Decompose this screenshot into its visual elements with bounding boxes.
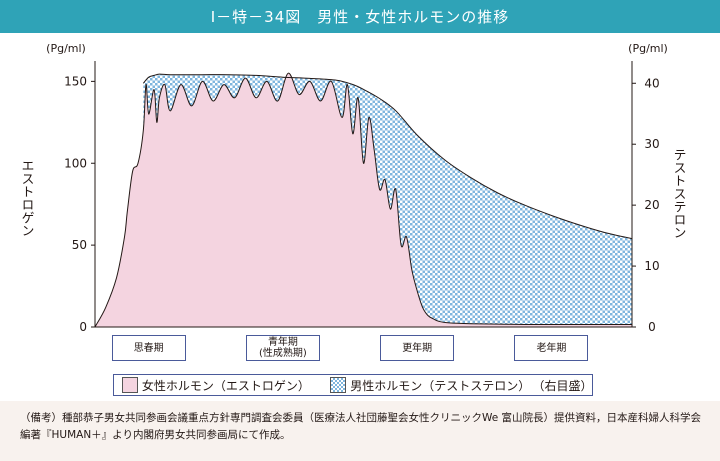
left-tick-label: 0: [79, 320, 87, 334]
chart-area: 0 50 100 150 0 10 20 30 40 (Pg/ml) (Pg/ml) エストロゲン テス…: [0, 33, 720, 401]
right-tick-label: 20: [644, 198, 659, 212]
left-tick-label: 50: [72, 238, 87, 252]
left-tick-label: 150: [64, 74, 87, 88]
legend: 女性ホルモン（エストロゲン） 男性ホルモン（テストステロン） （右目盛）: [113, 374, 593, 396]
life-stage-label: 思春期: [111, 335, 186, 361]
estrogen-line: [94, 72, 632, 328]
right-tick-label: 10: [644, 259, 659, 273]
source-note: （備考）種部恭子男女共同参画会議重点方針専門調査会委員（医療法人社団藤聖会女性ク…: [20, 412, 702, 441]
right-tick-label: 30: [644, 137, 659, 151]
left-unit-label: (Pg/ml): [46, 42, 86, 55]
right-tick-label: 40: [644, 76, 659, 90]
life-stage-label: 更年期: [380, 335, 455, 361]
right-unit-label: (Pg/ml): [628, 42, 668, 55]
left-axis-title: エストロゲン: [19, 159, 35, 237]
hormone-chart: 0 50 100 150 0 10 20 30 40 (Pg/ml) (Pg/ml) エストロゲン テス…: [19, 42, 686, 334]
chart-title: Ⅰ－特－34図 男性・女性ホルモンの推移: [0, 0, 720, 33]
life-stage-label: 青年期 (性成熟期): [245, 335, 320, 361]
left-tick-label: 100: [64, 156, 87, 170]
legend-right-axis-note: （右目盛）: [532, 378, 593, 393]
life-stage-label: 老年期: [514, 335, 589, 361]
legend-label-testosterone: 男性ホルモン（テストステロン）: [350, 378, 531, 393]
estrogen-area: [95, 73, 632, 328]
legend-swatch-testosterone: [330, 377, 347, 393]
testosterone-line: [142, 73, 633, 240]
legend-swatch-estrogen: [122, 377, 138, 393]
right-tick-label: 0: [648, 320, 656, 334]
right-axis-title: テストステロン: [671, 148, 686, 239]
legend-label-estrogen: 女性ホルモン（エストロゲン）: [141, 378, 310, 393]
